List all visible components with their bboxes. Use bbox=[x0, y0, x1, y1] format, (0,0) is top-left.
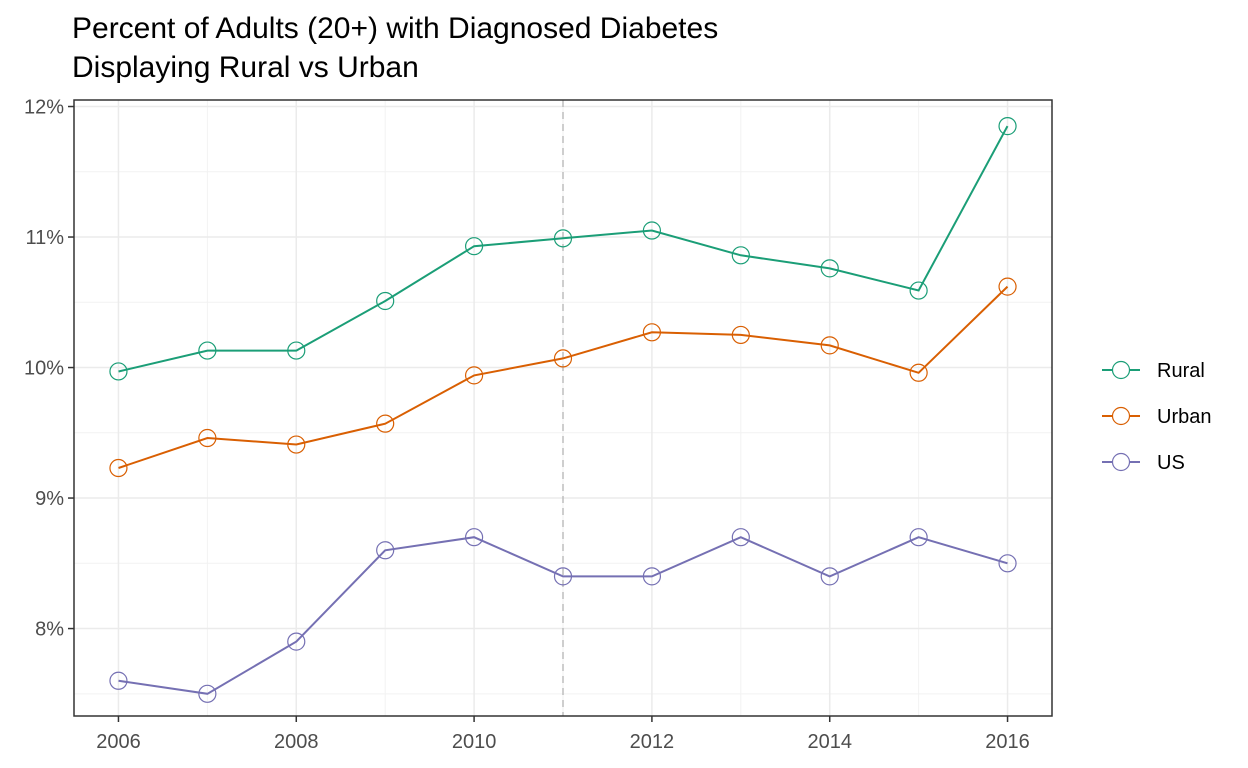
series-line-us bbox=[118, 536, 1008, 695]
data-point-rural bbox=[909, 281, 928, 300]
data-point-urban bbox=[820, 336, 839, 355]
data-point-rural bbox=[820, 259, 839, 278]
panel-border bbox=[73, 99, 1053, 717]
chart-title: Percent of Adults (20+) with Diagnosed D… bbox=[72, 12, 719, 45]
data-point-rural bbox=[198, 341, 217, 360]
x-tick-label: 2016 bbox=[985, 731, 1030, 753]
data-point-urban bbox=[731, 325, 750, 345]
x-tick-label: 2008 bbox=[274, 731, 319, 753]
legend-label-rural: Rural bbox=[1157, 360, 1205, 382]
data-point-us bbox=[198, 684, 217, 703]
legend-label-urban: Urban bbox=[1157, 406, 1211, 428]
x-tick-label: 2006 bbox=[96, 731, 141, 753]
data-point-urban bbox=[553, 349, 573, 368]
series-line-urban bbox=[118, 285, 1009, 469]
data-point-urban bbox=[642, 323, 662, 342]
data-point-rural bbox=[642, 221, 662, 240]
legend-label-us: US bbox=[1157, 452, 1185, 474]
data-point-urban bbox=[998, 277, 1017, 296]
data-point-rural bbox=[376, 291, 395, 311]
data-point-us bbox=[464, 528, 484, 547]
series-line-rural bbox=[118, 125, 1009, 373]
data-point-us bbox=[998, 554, 1017, 573]
y-tick-label: 10% bbox=[24, 358, 64, 380]
data-point-us bbox=[109, 671, 128, 690]
data-point-us bbox=[376, 541, 395, 560]
y-tick-label: 11% bbox=[25, 227, 64, 249]
legend-key-point bbox=[1111, 406, 1131, 426]
data-point-urban bbox=[909, 363, 928, 382]
legend-key-point bbox=[1111, 452, 1131, 472]
x-tick-label: 2014 bbox=[807, 731, 852, 753]
y-tick-label: 9% bbox=[35, 488, 64, 510]
data-point-us bbox=[909, 528, 928, 547]
y-tick-label: 12% bbox=[24, 97, 64, 119]
data-point-rural bbox=[553, 229, 573, 248]
data-point-urban bbox=[287, 435, 306, 454]
data-point-us bbox=[553, 567, 573, 586]
data-point-urban bbox=[376, 414, 395, 433]
y-tick-label: 8% bbox=[35, 619, 64, 641]
data-point-rural bbox=[464, 237, 484, 256]
data-point-rural bbox=[287, 341, 306, 360]
data-point-urban bbox=[109, 458, 128, 478]
data-point-rural bbox=[109, 362, 128, 381]
x-tick-label: 2010 bbox=[452, 731, 497, 753]
data-point-us bbox=[642, 567, 662, 586]
chart-subtitle: Displaying Rural vs Urban bbox=[72, 51, 419, 84]
legend-key-point bbox=[1111, 360, 1131, 380]
data-point-us bbox=[731, 528, 750, 547]
data-point-urban bbox=[464, 366, 484, 385]
x-tick-label: 2012 bbox=[630, 731, 675, 753]
data-point-rural bbox=[731, 246, 750, 265]
data-point-urban bbox=[198, 428, 217, 448]
data-point-rural bbox=[998, 117, 1017, 136]
data-point-us bbox=[287, 632, 306, 651]
data-point-us bbox=[820, 567, 839, 586]
